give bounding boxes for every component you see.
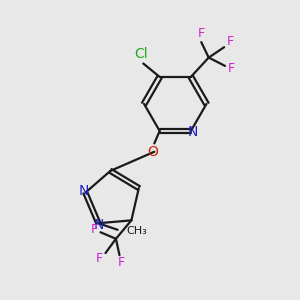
Text: F: F [117, 256, 124, 269]
Text: N: N [79, 184, 89, 198]
Text: O: O [147, 145, 158, 159]
Text: N: N [94, 218, 104, 232]
Text: F: F [228, 62, 235, 75]
Text: F: F [90, 224, 98, 236]
Text: F: F [95, 252, 103, 265]
Text: F: F [227, 35, 234, 48]
Text: Cl: Cl [134, 47, 148, 61]
Text: CH₃: CH₃ [126, 226, 147, 236]
Text: N: N [187, 125, 197, 140]
Text: F: F [198, 27, 205, 40]
